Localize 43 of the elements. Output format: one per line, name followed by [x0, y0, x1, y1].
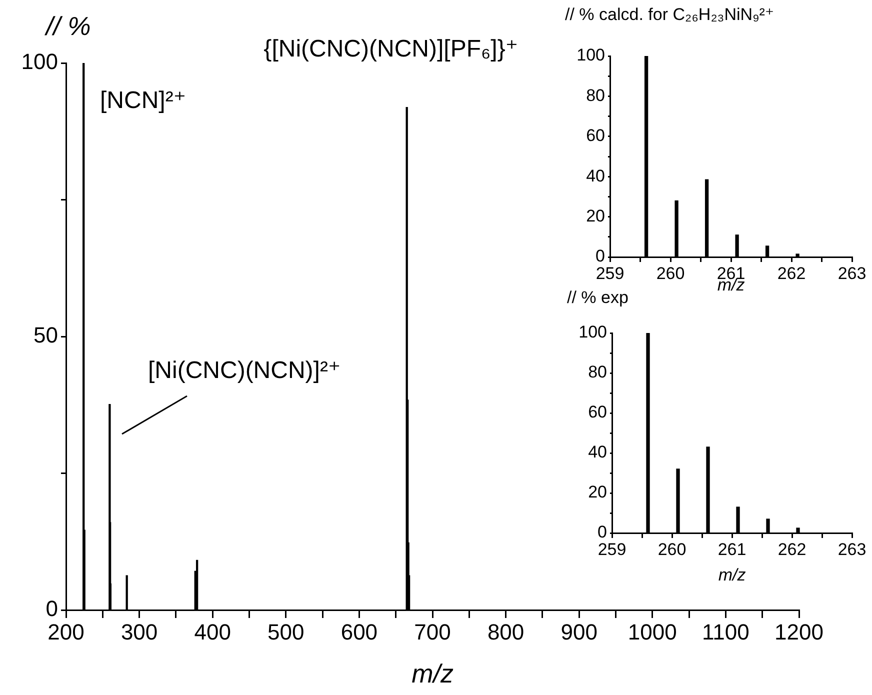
annotation: [NCN]²⁺: [100, 87, 186, 114]
y-tick-label: 20: [588, 482, 607, 502]
x-axis-title: m/z: [718, 566, 746, 585]
x-tick-label: 259: [596, 264, 624, 283]
x-tick-label: 500: [268, 619, 304, 644]
x-tick-label: 260: [658, 540, 686, 559]
x-tick-label: 262: [778, 540, 806, 559]
x-tick-label: 1100: [702, 619, 750, 644]
annotation: {[Ni(CNC)(NCN)][PF₆]}⁺: [264, 35, 518, 62]
y-tick-label: 60: [588, 402, 607, 422]
y-tick-label: 100: [21, 49, 58, 74]
x-tick-label: 600: [340, 619, 378, 644]
x-tick-label: 300: [120, 619, 158, 644]
x-tick-label: 260: [656, 264, 685, 283]
y-tick-label: 100: [576, 46, 605, 65]
y-tick-label: 0: [596, 246, 605, 266]
y-tick-label: 60: [586, 126, 605, 146]
x-tick-label: 261: [718, 540, 746, 559]
x-tick-label: 400: [194, 619, 231, 644]
x-tick-label: 263: [838, 264, 866, 283]
y-tick-label: 20: [586, 206, 605, 226]
y-tick-label: 40: [586, 166, 605, 186]
x-tick-label: 1000: [628, 619, 677, 644]
y-tick-label: 100: [578, 322, 607, 342]
x-tick-label: 263: [838, 540, 866, 559]
y-tick-label: 80: [586, 86, 605, 105]
y-tick-label: 0: [598, 522, 607, 542]
x-tick-label: 262: [777, 264, 806, 283]
x-tick-label: 200: [48, 619, 84, 644]
y-tick-label: 40: [588, 442, 607, 462]
x-tick-label: 259: [598, 540, 626, 559]
y-tick-label: 0: [46, 596, 58, 622]
x-axis-title: m/z: [412, 658, 454, 689]
y-axis-title: // % calcd. for C₂₆H₂₃NiN₉²⁺: [565, 5, 774, 24]
x-tick-label: 800: [487, 619, 524, 644]
y-tick-label: 80: [588, 362, 607, 382]
annotation: [Ni(CNC)(NCN)]²⁺: [148, 357, 341, 384]
y-tick-label: 50: [34, 322, 58, 348]
x-tick-label: 900: [560, 619, 598, 644]
x-tick-label: 1200: [774, 619, 824, 644]
x-tick-label: 700: [414, 619, 451, 644]
y-axis-title: // %: [44, 11, 91, 41]
y-axis-title: // % exp: [567, 288, 628, 307]
